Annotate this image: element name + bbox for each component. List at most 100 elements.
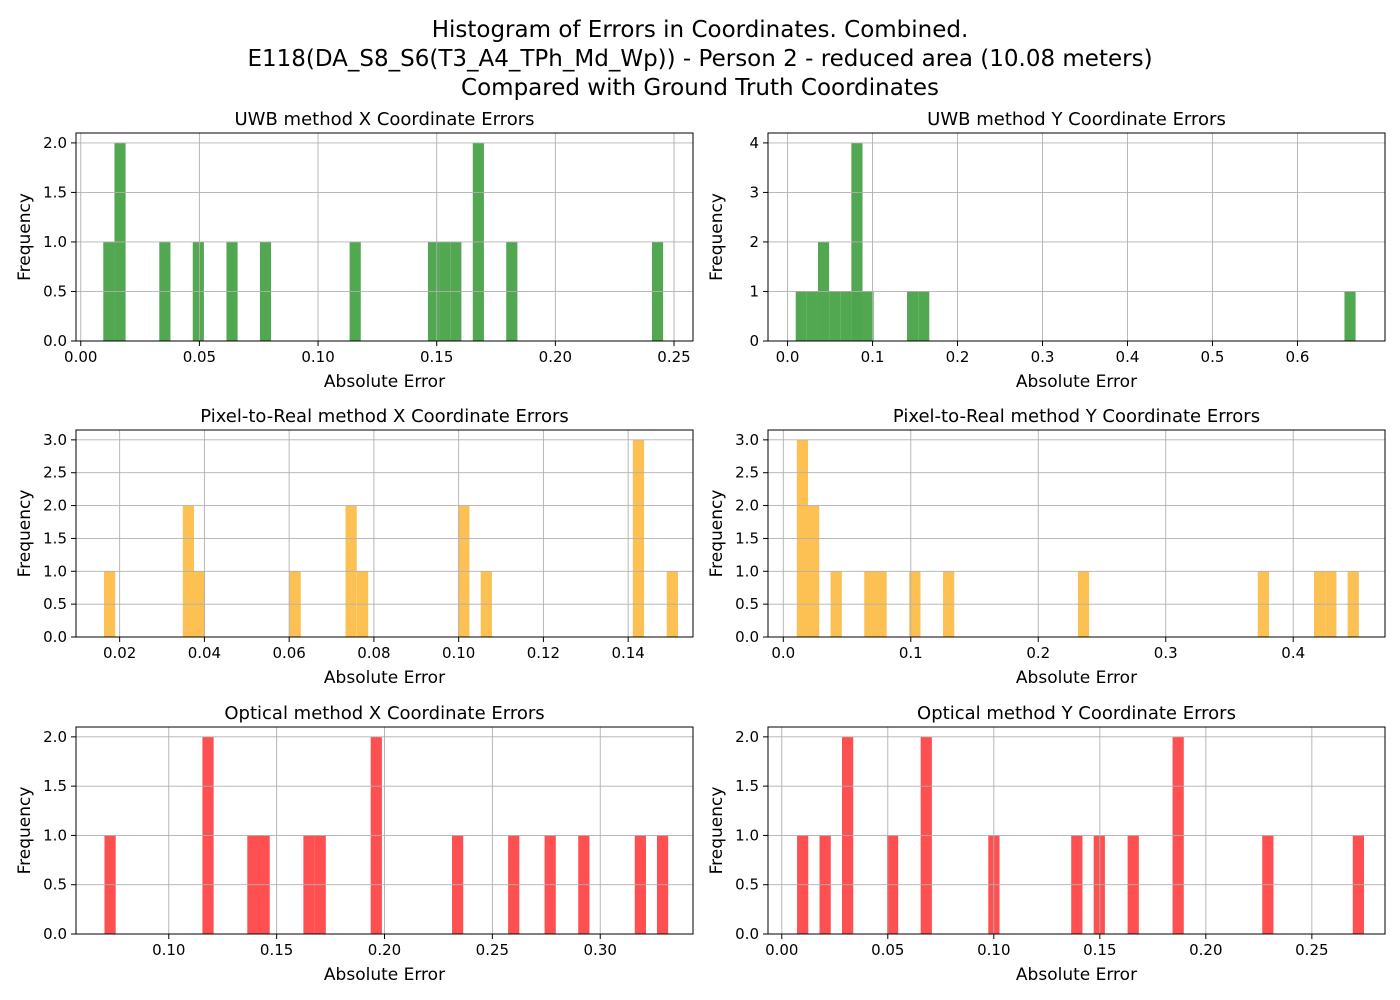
x-tick-label: 0.05	[183, 348, 216, 366]
y-axis-label: Frequency	[15, 193, 35, 281]
x-tick-label: 0.25	[657, 348, 690, 366]
y-tick-label: 4	[749, 134, 759, 152]
x-tick-label: 0.02	[103, 644, 136, 662]
x-tick-label: 0.1	[899, 644, 923, 662]
subplot-title: Pixel-to-Real method X Coordinate Errors	[200, 406, 569, 427]
x-axis-label: Absolute Error	[1016, 965, 1137, 985]
x-tick-label: 0.10	[977, 941, 1010, 959]
x-axis-label: Absolute Error	[1016, 372, 1137, 392]
histogram-bar	[829, 291, 841, 341]
x-tick-label: 0.20	[368, 941, 401, 959]
y-tick-label: 1.5	[43, 529, 67, 547]
x-tick-label: 0.20	[539, 348, 572, 366]
y-tick-label: 1.0	[735, 562, 759, 580]
subplot-title: UWB method X Coordinate Errors	[235, 109, 535, 130]
plot-frame	[767, 429, 1386, 638]
plot-frame	[767, 132, 1386, 342]
x-tick-label: 0.0	[776, 348, 800, 366]
y-tick-label: 2.5	[735, 464, 759, 482]
y-tick-label: 0	[749, 332, 759, 350]
y-tick-label: 0.0	[735, 925, 759, 943]
y-tick-label: 1.0	[43, 826, 67, 844]
figure-title: Histogram of Errors in Coordinates. Comb…	[0, 16, 1400, 103]
y-tick-label: 0.0	[43, 628, 67, 646]
y-tick-label: 0.5	[43, 282, 67, 300]
x-tick-label: 0.15	[260, 941, 293, 959]
y-tick-label: 0.0	[735, 628, 759, 646]
y-tick-label: 1.5	[735, 777, 759, 795]
subplot-title: Pixel-to-Real method Y Coordinate Errors	[893, 406, 1260, 427]
x-tick-label: 0.15	[420, 348, 453, 366]
y-tick-label: 0.0	[43, 925, 67, 943]
x-axis-label: Absolute Error	[324, 965, 445, 985]
histogram-bar	[918, 291, 930, 341]
histogram-panel-3: 0.02 0.04 0.06 0.08 0.10 0.12 0.14 0.0 0.5 1.0 1.5…	[15, 406, 694, 688]
y-tick-label: 1.5	[43, 777, 67, 795]
histogram-bar	[795, 291, 807, 341]
x-tick-label: 0.25	[1295, 941, 1328, 959]
histogram-bar	[862, 291, 874, 341]
y-tick-label: 0.5	[43, 595, 67, 613]
x-tick-label: 0.3	[1154, 644, 1178, 662]
x-tick-label: 0.06	[272, 644, 305, 662]
x-axis-label: Absolute Error	[1016, 668, 1137, 688]
plot-frame	[75, 132, 694, 342]
y-tick-label: 2.0	[735, 728, 759, 746]
histogram-panel-6: 0.00 0.05 0.10 0.15 0.20 0.25 0.0 0.5 1.0 1.5 2.0 O…	[707, 703, 1386, 985]
x-tick-label: 0.04	[188, 644, 221, 662]
subplot-title: Optical method X Coordinate Errors	[224, 703, 544, 724]
y-axis-label: Frequency	[707, 787, 727, 875]
y-tick-label: 1.0	[43, 562, 67, 580]
x-tick-label: 0.08	[357, 644, 390, 662]
x-tick-label: 0.1	[861, 348, 885, 366]
y-tick-label: 2.0	[43, 134, 67, 152]
x-tick-label: 0.30	[584, 941, 617, 959]
histogram-bar	[1344, 291, 1356, 341]
x-tick-label: 0.2	[946, 348, 970, 366]
y-tick-label: 2.0	[735, 497, 759, 515]
x-tick-label: 0.2	[1026, 644, 1050, 662]
x-tick-label: 0.4	[1116, 348, 1140, 366]
figure-title-line-1: Histogram of Errors in Coordinates. Comb…	[431, 17, 969, 43]
y-tick-label: 0.5	[43, 876, 67, 894]
x-tick-label: 0.10	[152, 941, 185, 959]
histogram-bar	[806, 291, 818, 341]
histogram-panel-4: 0.0 0.1 0.2 0.3 0.4 0.0 0.5 1.0 1.5 2.0 2.5 3.0 Pixe…	[707, 406, 1386, 688]
x-tick-label: 0.4	[1281, 644, 1305, 662]
subplot-title: Optical method Y Coordinate Errors	[917, 703, 1236, 724]
x-tick-label: 0.14	[611, 644, 644, 662]
y-tick-label: 2	[749, 233, 759, 251]
plot-frame	[767, 726, 1386, 935]
x-tick-label: 0.5	[1201, 348, 1225, 366]
plot-frame	[75, 429, 694, 638]
y-tick-label: 1	[749, 282, 759, 300]
histogram-panel-1: 0.00 0.05 0.10 0.15 0.20 0.25 0.0 0.5 1.0 1.5 2.0 U…	[15, 109, 694, 392]
y-tick-label: 1.5	[735, 529, 759, 547]
figure-title-line-3: Compared with Ground Truth Coordinates	[461, 75, 939, 101]
x-tick-label: 0.25	[476, 941, 509, 959]
x-tick-label: 0.20	[1189, 941, 1222, 959]
y-tick-label: 2.0	[43, 497, 67, 515]
y-tick-label: 2.5	[43, 464, 67, 482]
y-axis-label: Frequency	[707, 193, 727, 281]
y-axis-label: Frequency	[15, 787, 35, 875]
x-tick-label: 0.10	[442, 644, 475, 662]
x-tick-label: 0.6	[1286, 348, 1310, 366]
x-tick-label: 0.15	[1083, 941, 1116, 959]
y-tick-label: 2.0	[43, 728, 67, 746]
y-tick-label: 1.0	[735, 826, 759, 844]
x-tick-label: 0.05	[871, 941, 904, 959]
y-tick-label: 0.5	[735, 595, 759, 613]
histogram-panel-5: 0.10 0.15 0.20 0.25 0.30 0.0 0.5 1.0 1.5 2.0 Optic…	[15, 703, 694, 985]
x-tick-label: 0.00	[64, 348, 97, 366]
y-tick-label: 3.0	[735, 431, 759, 449]
y-axis-label: Frequency	[707, 490, 727, 578]
figure-title-line-2: E118(DA_S8_S6(T3_A4_TPh_Md_Wp)) - Person…	[247, 46, 1153, 72]
y-tick-label: 0.5	[735, 876, 759, 894]
subplot-title: UWB method Y Coordinate Errors	[927, 109, 1226, 130]
x-tick-label: 0.12	[527, 644, 560, 662]
x-tick-label: 0.00	[765, 941, 798, 959]
histogram-panel-2: 0.0 0.1 0.2 0.3 0.4 0.5 0.6 0 1 2 3 4 UWB method Y C…	[707, 109, 1386, 392]
y-tick-label: 1.0	[43, 233, 67, 251]
